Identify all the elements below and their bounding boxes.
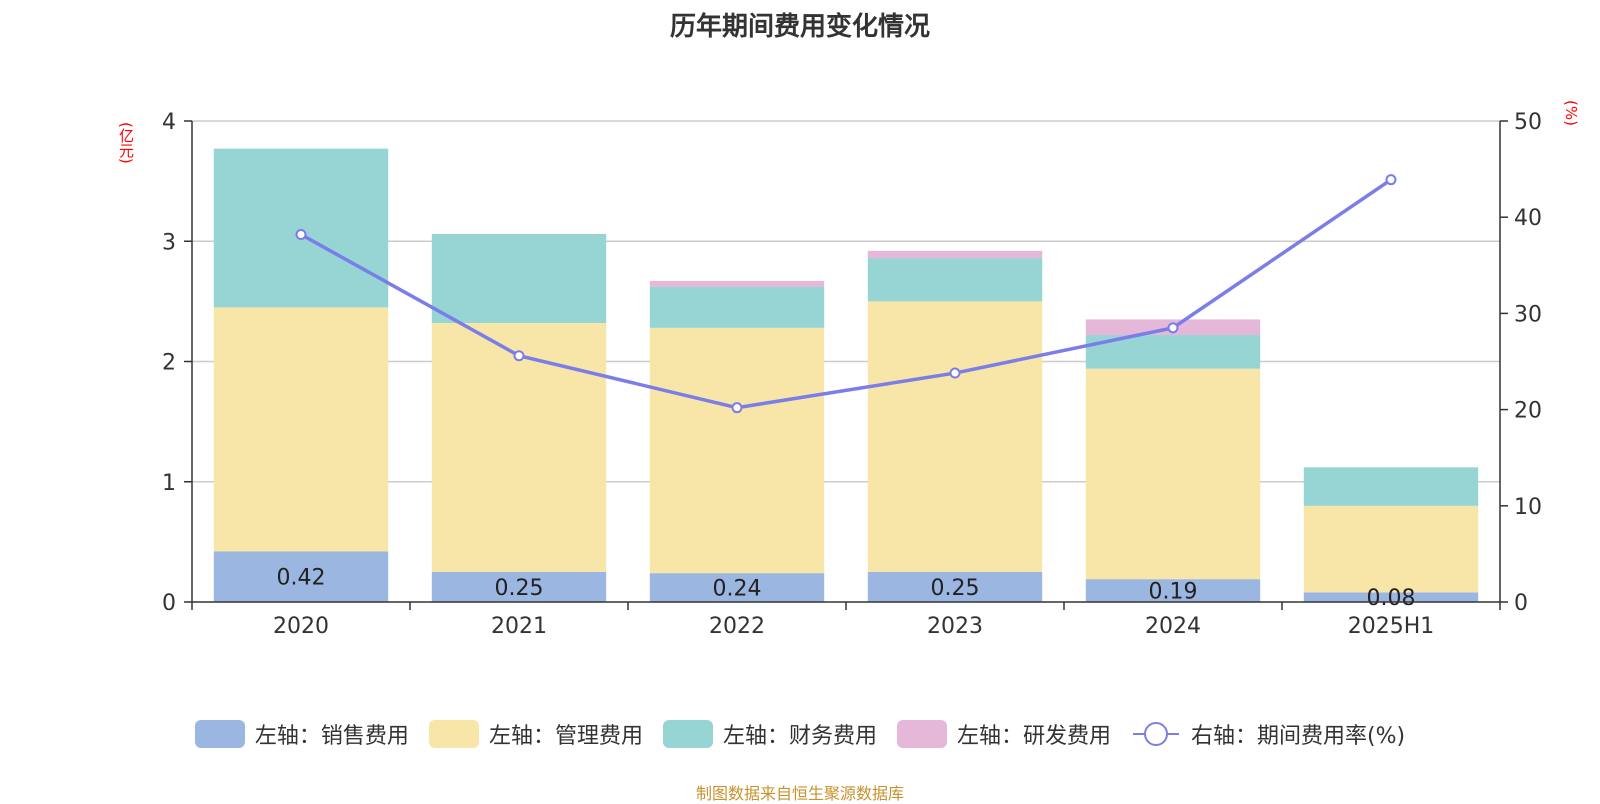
- left-axis-unit: (亿元): [117, 122, 135, 164]
- bar-segment-2: [1085, 368, 1261, 580]
- bar-segment-3: [431, 234, 607, 324]
- bar-segment-2: [867, 301, 1043, 572]
- right-y-tick-label: 50: [1514, 110, 1542, 135]
- bar-segment-4: [649, 280, 825, 287]
- legend-swatch: [428, 720, 479, 748]
- right-y-tick-label: 0: [1514, 591, 1528, 616]
- data-label: 0.25: [931, 576, 980, 601]
- bar-segment-3: [213, 148, 389, 308]
- bar-segment-2: [649, 327, 825, 574]
- legend-swatch: [896, 720, 947, 748]
- right-axis-unit: (%): [1562, 100, 1580, 126]
- bar-segment-2: [1303, 505, 1479, 593]
- left-y-tick-label: 2: [162, 351, 176, 376]
- x-tick-label: 2023: [927, 614, 983, 639]
- data-label: 0.24: [713, 577, 762, 602]
- legend-label: 左轴：财务费用: [722, 724, 877, 749]
- rate-point: [295, 229, 307, 241]
- bar-segment-1: [213, 551, 389, 602]
- bar-segment-1: [1085, 579, 1261, 602]
- right-y-tick-label: 20: [1514, 399, 1542, 424]
- rate-point: [731, 402, 743, 414]
- bar-segment-2: [213, 307, 389, 552]
- legend-swatch: [662, 720, 713, 748]
- data-label: 0.08: [1367, 586, 1416, 611]
- data-label: 0.42: [277, 566, 326, 591]
- left-y-tick-label: 0: [162, 591, 176, 616]
- left-y-tick-label: 1: [162, 471, 176, 496]
- bar-segment-1: [431, 571, 607, 602]
- bar-segment-3: [649, 286, 825, 328]
- rate-point: [1167, 322, 1179, 334]
- left-y-tick-label: 3: [162, 230, 176, 255]
- bar-segment-3: [1303, 467, 1479, 506]
- x-tick-label: 2021: [491, 614, 547, 639]
- legend: 左轴：销售费用 左轴：管理费用 左轴：财务费用 左轴：研发费用 右轴：期间费用率(%): [0, 718, 1600, 750]
- chart-title: 历年期间费用变化情况: [669, 12, 930, 42]
- right-y-tick-label: 40: [1514, 206, 1542, 231]
- source-note: 制图数据来自恒生聚源数据库: [695, 784, 904, 803]
- bar-segment-1: [649, 573, 825, 602]
- legend-item[interactable]: 左轴：销售费用: [194, 718, 409, 750]
- x-tick-label: 2022: [709, 614, 765, 639]
- legend-item[interactable]: 左轴：研发费用: [896, 718, 1111, 750]
- right-y-tick-label: 10: [1514, 495, 1542, 520]
- legend-item[interactable]: 左轴：财务费用: [662, 718, 877, 750]
- x-tick-label: 2020: [273, 614, 329, 639]
- legend-item[interactable]: 右轴：期间费用率(%): [1131, 718, 1405, 750]
- right-y-tick-label: 30: [1514, 302, 1542, 327]
- bar-segment-1: [867, 571, 1043, 602]
- bar-segment-4: [867, 250, 1043, 259]
- rate-point: [513, 350, 525, 362]
- x-tick-label: 2024: [1145, 614, 1201, 639]
- legend-item[interactable]: 左轴：管理费用: [428, 718, 643, 750]
- legend-label: 右轴：期间费用率(%): [1190, 724, 1406, 749]
- legend-label: 左轴：销售费用: [254, 724, 409, 749]
- legend-label: 左轴：管理费用: [488, 724, 643, 749]
- bar-segment-1: [1303, 592, 1479, 602]
- rate-point: [1385, 174, 1397, 186]
- bar-segment-2: [431, 323, 607, 572]
- bar-segment-3: [867, 258, 1043, 302]
- legend-label: 左轴：研发费用: [956, 724, 1111, 749]
- data-label: 0.25: [495, 576, 544, 601]
- legend-swatch: [194, 720, 245, 748]
- rate-point: [949, 367, 961, 379]
- data-label: 0.19: [1149, 580, 1198, 605]
- left-y-tick-label: 4: [162, 110, 176, 135]
- rate-line: [300, 178, 1392, 410]
- legend-line-marker: [1132, 722, 1179, 746]
- x-tick-label: 2025H1: [1348, 614, 1435, 639]
